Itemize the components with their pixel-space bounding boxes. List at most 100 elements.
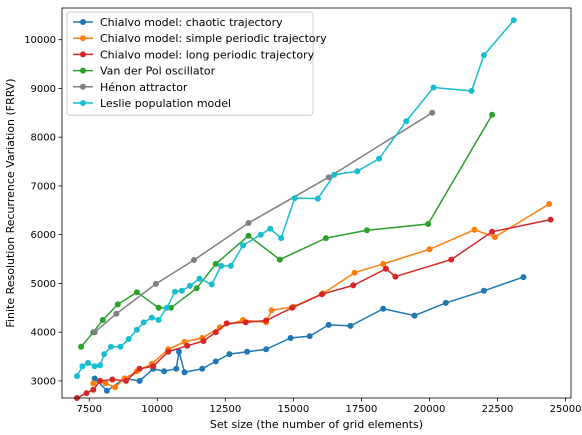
data-point [430,84,437,91]
series-1 [91,274,527,394]
data-point [191,257,197,263]
legend-label: Hénon attractor [100,81,188,94]
x-tick-label: 7500 [76,404,101,415]
data-point [101,351,108,358]
data-point [291,195,298,202]
data-point [74,373,80,380]
series-3 [74,216,554,401]
data-point [263,346,270,353]
data-point [108,343,114,350]
data-point [382,265,389,272]
data-point [227,262,234,269]
series-5 [91,109,436,336]
data-point [314,195,321,202]
data-point [140,319,147,326]
data-point [152,280,159,287]
y-tick-label: 7000 [31,181,56,192]
data-point [113,310,120,317]
data-point [480,287,487,294]
legend-marker [80,19,86,25]
y-axis-ticks: 3000 4000 5000 6000 7000 8000 9000 10000 [24,35,62,387]
data-point [223,320,230,327]
x-tick-label: 17500 [346,404,378,415]
data-point [91,375,98,382]
x-axis-ticks: 7500 10000 12500 15000 17500 20000 22500 25000 [76,398,581,415]
data-point [489,228,496,235]
data-point [306,333,313,340]
data-point [547,216,554,223]
legend-label: Chialvo model: simple periodic trajector… [100,32,327,45]
data-point [136,377,143,384]
data-point [97,362,104,369]
data-point [354,168,361,175]
data-point [380,305,387,312]
data-point [186,282,193,289]
data-point [163,304,170,311]
data-point [245,220,252,226]
data-point [178,287,185,294]
series-line [94,112,433,333]
data-point [79,363,86,370]
data-point [99,317,106,323]
data-point [161,368,168,375]
data-point [78,343,85,350]
legend: Chialvo model: chaotic trajectory Chialvo… [66,11,327,116]
data-point [84,359,91,366]
legend-marker [80,100,86,106]
data-point [411,312,418,319]
x-axis-label: Set size (the number of grid elements) [210,418,423,431]
data-point [287,335,294,341]
legend-marker [80,51,86,58]
data-point [150,363,157,370]
legend-marker [80,35,86,42]
data-point [114,301,121,308]
data-point [489,111,496,118]
series-line [80,114,493,348]
data-point [244,348,251,355]
x-tick-label: 22500 [482,404,514,415]
data-point [103,387,110,394]
data-point [325,174,332,181]
data-point [212,358,219,365]
data-point [268,307,275,314]
data-point [218,262,225,269]
legend-item: Leslie population model [73,97,231,110]
series-6 [74,17,517,380]
legend-label: Leslie population model [100,97,231,110]
data-point [102,380,109,387]
legend-marker [80,83,86,90]
y-tick-label: 6000 [31,230,56,241]
x-tick-label: 15000 [277,404,309,415]
legend-label: Chialvo model: long periodic trajectory [100,48,315,61]
x-tick-label: 10000 [141,404,173,415]
y-tick-label: 9000 [31,84,56,95]
data-point [181,369,188,376]
data-point [196,275,203,282]
data-point [226,351,233,358]
data-point [263,317,270,324]
data-point [97,377,104,384]
data-point [184,342,191,349]
data-point [136,365,143,372]
data-point [91,329,98,336]
data-point [471,226,478,233]
data-point [376,155,383,162]
data-point [425,221,432,227]
y-tick-label: 5000 [31,279,56,290]
y-tick-label: 4000 [31,328,56,339]
data-point [176,348,182,355]
data-point [167,304,174,311]
legend-item: Chialvo model: long periodic trajectory [73,48,315,61]
data-point [208,281,215,288]
data-point [363,227,370,234]
data-point [91,363,98,370]
data-point [155,304,162,311]
data-point [199,365,206,372]
data-point [289,304,295,311]
legend-item: Chialvo model: chaotic trajectory [73,16,283,29]
data-point [278,235,285,242]
series-4 [78,111,496,350]
data-point [112,384,119,391]
data-point [510,17,517,24]
